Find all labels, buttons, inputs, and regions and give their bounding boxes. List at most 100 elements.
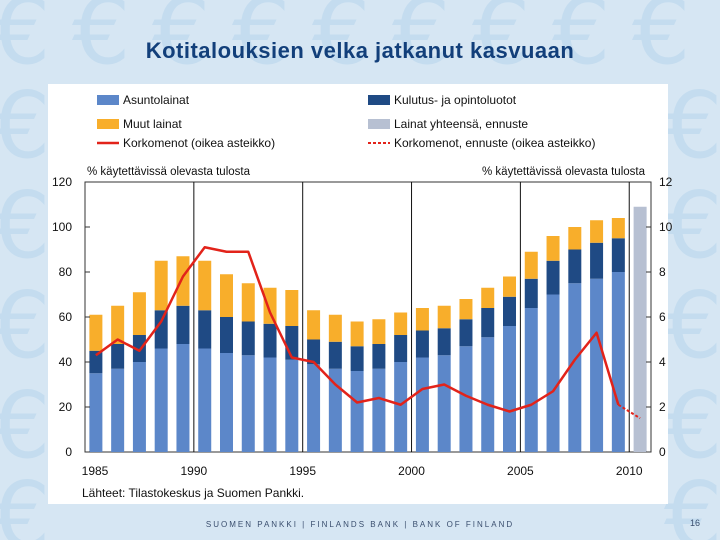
axes: 0 0 20 2 40 4 60 6 80 8 100 10 120 12 1985 1990 1995 2000… (52, 175, 673, 478)
bar-asuntolainat (328, 368, 342, 452)
bar-kulutus (220, 317, 233, 353)
bar-muut (394, 312, 408, 335)
euro-icon: € (0, 0, 51, 85)
euro-icon: € (0, 72, 51, 179)
legend-swatch-ennuste (368, 119, 390, 129)
bar-kulutus (372, 344, 386, 369)
bar-kulutus (503, 296, 516, 326)
bar-asuntolainat (111, 368, 125, 452)
bar-kulutus (350, 346, 364, 371)
euro-icon: € (0, 172, 51, 279)
euro-icon: € (0, 462, 51, 540)
bar-muut (241, 283, 255, 322)
bar-muut (132, 292, 146, 335)
bar-kulutus (546, 260, 560, 295)
y-left-tick-label: 80 (59, 265, 73, 279)
legend-label-ennuste: Lainat yhteensä, ennuste (394, 117, 528, 131)
bar-muut (568, 227, 582, 250)
bar-muut (590, 220, 604, 243)
legend-label-kulutus: Kulutus- ja opintoluotot (394, 93, 517, 107)
bar-muut (372, 319, 386, 344)
bar-asuntolainat (89, 373, 103, 452)
bar-muut (307, 310, 321, 340)
y-left-tick-label: 60 (59, 310, 73, 324)
bar-asuntolainat (372, 368, 386, 452)
y-right-tick-label: 8 (659, 265, 666, 279)
bar-kulutus (590, 242, 604, 279)
bar-kulutus (459, 319, 473, 347)
slide-title: Kotitalouksien velka jatkanut kasvuaan (145, 38, 575, 63)
bar-asuntolainat (285, 359, 299, 452)
bar-muut (176, 256, 190, 306)
bar-asuntolainat (503, 326, 516, 452)
bar-muut (263, 287, 277, 324)
x-tick-label: 1995 (289, 464, 316, 478)
y-left-tick-label: 40 (59, 355, 73, 369)
legend-swatch-asuntolainat (97, 95, 119, 105)
bar-kulutus (307, 339, 321, 365)
y-left-tick-label: 120 (52, 175, 72, 189)
bar-kulutus (241, 321, 255, 356)
legend-swatch-muut (97, 119, 119, 129)
euro-icon: € (552, 0, 611, 85)
page-number: 16 (690, 518, 701, 528)
plot-frame (84, 181, 652, 453)
bar-muut (198, 260, 212, 311)
bar-kulutus (154, 310, 168, 349)
euro-icon: € (392, 0, 451, 85)
euro-icon: € (312, 0, 371, 85)
euro-icon: € (152, 0, 211, 85)
x-tick-label: 1990 (180, 464, 207, 478)
bar-muut (481, 287, 495, 308)
bar-muut (285, 290, 299, 326)
bar-asuntolainat (546, 294, 560, 452)
bar-muut (220, 274, 233, 317)
legend-swatch-kulutus (368, 95, 390, 105)
bar-asuntolainat (154, 348, 168, 452)
bar-asuntolainat (176, 344, 190, 452)
bar-kulutus (176, 305, 190, 344)
x-tick-label: 2005 (507, 464, 534, 478)
y-right-axis-label: % käytettävissä olevasta tulosta (482, 166, 646, 178)
euro-icon: € (664, 72, 720, 179)
bar-muut (437, 305, 451, 329)
bar-muut (503, 276, 516, 297)
plot-area (84, 181, 652, 453)
y-right-tick-label: 4 (659, 355, 666, 369)
bar-asuntolainat (394, 362, 408, 452)
source-note: Lähteet: Tilastokeskus ja Suomen Pankki. (82, 486, 305, 500)
bar-kulutus (437, 328, 451, 356)
euro-icon: € (232, 0, 291, 85)
x-tick-label: 2010 (616, 464, 643, 478)
euro-icon: € (472, 0, 531, 85)
line-korkomenot-ennuste (617, 403, 641, 420)
euro-icon: € (72, 0, 131, 85)
y-left-tick-label: 0 (65, 445, 72, 459)
bar-asuntolainat (481, 337, 495, 452)
bar-kulutus (394, 335, 408, 362)
y-right-tick-label: 10 (659, 220, 673, 234)
bar-muut (415, 308, 429, 331)
euro-icon: € (664, 462, 720, 540)
bar-muut (611, 218, 625, 239)
bar-muut (111, 305, 125, 344)
bar-asuntolainat (415, 357, 429, 452)
bar-muut (89, 314, 103, 351)
bar-asuntolainat (198, 348, 212, 452)
y-left-tick-label: 20 (59, 400, 73, 414)
bar-asuntolainat (220, 353, 233, 452)
bar-kulutus (111, 344, 125, 369)
euro-icon: € (664, 372, 720, 479)
bar-kulutus (415, 330, 429, 358)
bar-muut (350, 321, 364, 347)
bar-asuntolainat (132, 362, 146, 452)
euro-icon: € (632, 0, 691, 85)
bar-asuntolainat (568, 283, 582, 452)
x-tick-label: 2000 (398, 464, 425, 478)
bar-asuntolainat (459, 346, 473, 452)
bar-kulutus (132, 335, 146, 362)
bar-muut (328, 314, 342, 342)
euro-icon: € (664, 172, 720, 279)
y-right-tick-label: 0 (659, 445, 666, 459)
